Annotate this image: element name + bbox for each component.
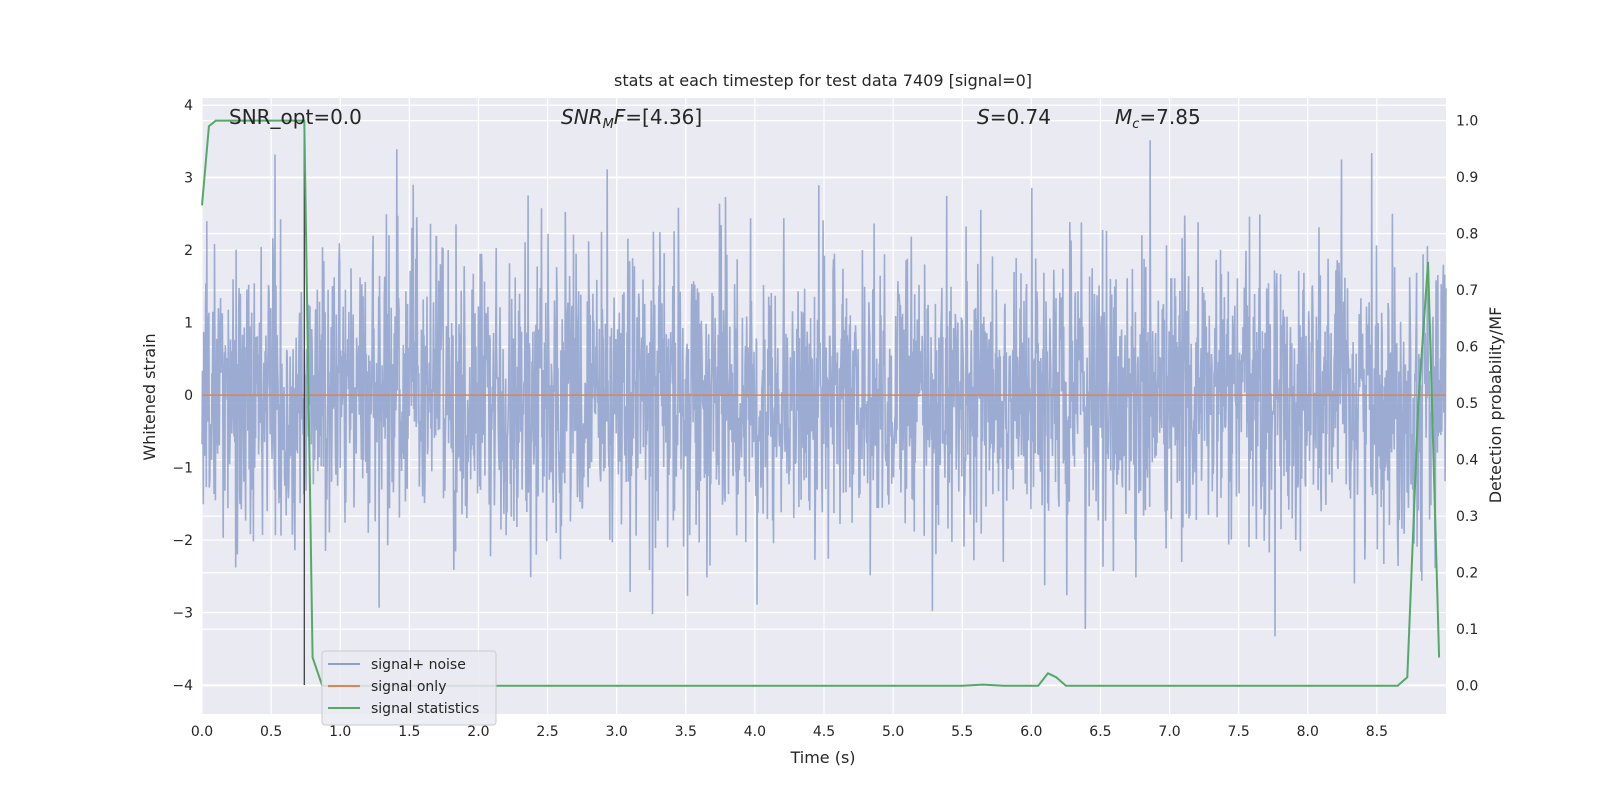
legend: signal+ noise signal only signal statist… [321, 650, 497, 726]
y2-tick-label: 0.1 [1456, 622, 1478, 638]
noise-trace [201, 140, 1447, 637]
x-tick-label: 1.5 [398, 724, 420, 740]
legend-label-signal-noise: signal+ noise [371, 657, 466, 673]
x-tick-label: 5.5 [951, 724, 973, 740]
y2-tick-label: 0.8 [1456, 227, 1478, 243]
x-tick-label: 4.5 [813, 724, 835, 740]
series-signal-noise [201, 140, 1447, 637]
x-tick-label: 5.0 [882, 724, 904, 740]
x-tick-label: 3.5 [675, 724, 697, 740]
x-tick-label: 3.0 [606, 724, 628, 740]
y-tick-label: 3 [184, 171, 193, 187]
annotation-snr-mf: SNRMF=[4.36] [561, 105, 702, 132]
y-tick-label: −4 [172, 678, 193, 694]
x-tick-label: 8.0 [1297, 724, 1319, 740]
y2-tick-label: 0.3 [1456, 509, 1478, 525]
x-tick-label: 0.0 [191, 724, 213, 740]
x-tick-label: 7.5 [1228, 724, 1250, 740]
signal-statistics-line [201, 119, 1441, 687]
y2-tick-label: 0.6 [1456, 340, 1478, 356]
y2-tick-label: 1.0 [1456, 114, 1478, 130]
y2-tick-label: 0.5 [1456, 396, 1478, 412]
y2-axis-ticks: 0.0 0.1 0.2 0.3 0.4 0.5 0.6 0.7 0.8 0.9 1.0 [1456, 114, 1478, 695]
y-tick-label: −3 [172, 606, 193, 622]
x-axis-label: Time (s) [789, 748, 855, 767]
x-tick-label: 8.5 [1366, 724, 1388, 740]
y2-tick-label: 0.7 [1456, 283, 1478, 299]
annotation-mc: Mc=7.85 [1115, 105, 1201, 132]
annotation-s: S=0.74 [977, 105, 1051, 129]
x-tick-label: 0.5 [260, 724, 282, 740]
x-tick-label: 2.5 [536, 724, 558, 740]
x-axis-ticks: 0.0 0.5 1.0 1.5 2.0 2.5 3.0 3.5 4.0 4.5 5.0 5.5 6.0 6… [191, 724, 1388, 740]
y-tick-label: 4 [184, 98, 193, 114]
y2-tick-label: 0.2 [1456, 566, 1478, 582]
x-tick-label: 6.0 [1020, 724, 1042, 740]
x-tick-label: 6.5 [1089, 724, 1111, 740]
y-axis-label: Whitened strain [140, 333, 159, 460]
legend-box [321, 650, 497, 726]
y-tick-label: −1 [172, 461, 193, 477]
y2-tick-label: 0.9 [1456, 170, 1478, 186]
y2-tick-label: 0.4 [1456, 453, 1478, 469]
y-tick-label: 1 [184, 316, 193, 332]
series-signal-statistics [201, 119, 1441, 687]
y-tick-label: −2 [172, 533, 193, 549]
x-tick-label: 4.0 [744, 724, 766, 740]
y-tick-label: 2 [184, 243, 193, 259]
y2-axis-label: Detection probability/MF [1486, 307, 1505, 504]
legend-label-signal-only: signal only [371, 679, 446, 695]
x-tick-label: 1.0 [329, 724, 351, 740]
y-axis-ticks: −4 −3 −2 −1 0 1 2 3 4 [172, 98, 193, 694]
legend-label-signal-statistics: signal statistics [371, 701, 479, 717]
annotation-snr-opt: SNR_opt=0.0 [229, 105, 362, 129]
x-tick-label: 2.0 [467, 724, 489, 740]
x-tick-label: 7.0 [1158, 724, 1180, 740]
y2-tick-label: 0.0 [1456, 679, 1478, 695]
chart-title: stats at each timestep for test data 740… [614, 71, 1032, 90]
y-tick-label: 0 [184, 388, 193, 404]
